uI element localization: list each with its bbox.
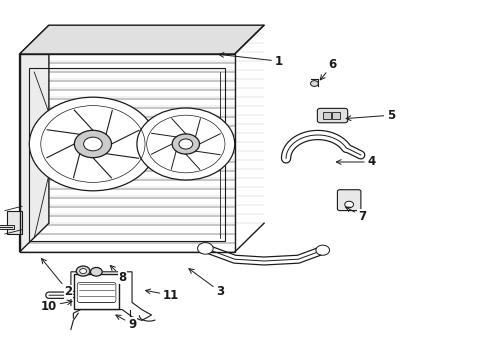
Text: 10: 10	[41, 300, 72, 312]
Circle shape	[90, 267, 102, 276]
Circle shape	[315, 245, 329, 255]
FancyBboxPatch shape	[317, 108, 347, 123]
Text: 4: 4	[336, 156, 375, 168]
Text: 5: 5	[346, 109, 394, 122]
Circle shape	[172, 134, 199, 154]
Circle shape	[344, 201, 353, 208]
FancyBboxPatch shape	[337, 190, 360, 211]
Circle shape	[197, 243, 213, 254]
FancyBboxPatch shape	[7, 211, 22, 234]
Circle shape	[310, 81, 318, 86]
Text: 3: 3	[188, 269, 224, 298]
Circle shape	[83, 137, 102, 151]
Text: 1: 1	[219, 53, 282, 68]
Polygon shape	[20, 25, 264, 54]
Polygon shape	[20, 25, 49, 252]
Text: 2: 2	[41, 258, 72, 298]
Text: 11: 11	[145, 289, 179, 302]
Circle shape	[179, 139, 192, 149]
FancyBboxPatch shape	[323, 112, 330, 119]
FancyBboxPatch shape	[331, 112, 339, 119]
Text: 9: 9	[116, 315, 136, 330]
Circle shape	[74, 130, 111, 158]
Circle shape	[137, 108, 234, 180]
Circle shape	[76, 266, 90, 276]
Text: 6: 6	[320, 58, 336, 80]
FancyBboxPatch shape	[74, 274, 119, 309]
Text: 8: 8	[110, 266, 126, 284]
Text: 7: 7	[345, 207, 365, 222]
Circle shape	[29, 97, 156, 191]
Circle shape	[80, 269, 86, 274]
